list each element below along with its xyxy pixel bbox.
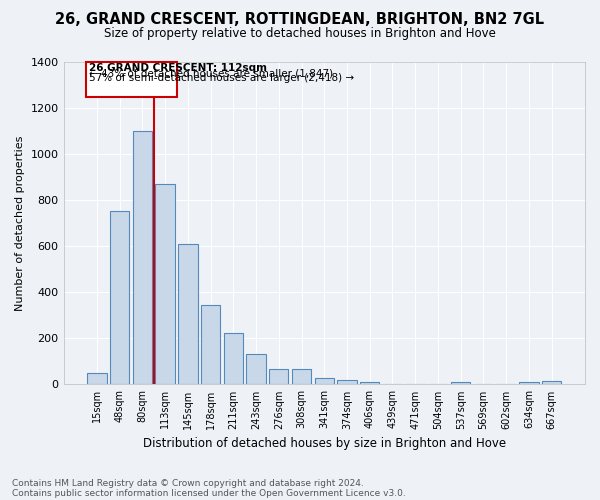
Bar (542, 381, 561, 384)
Bar (224, 332, 243, 384)
Text: 57% of semi-detached houses are larger (2,418) →: 57% of semi-detached houses are larger (… (89, 74, 354, 84)
Text: Contains public sector information licensed under the Open Government Licence v3: Contains public sector information licen… (12, 488, 406, 498)
Bar (247, 354, 266, 384)
Bar (360, 382, 379, 384)
Bar (87, 373, 107, 384)
Text: ← 43% of detached houses are smaller (1,847): ← 43% of detached houses are smaller (1,… (89, 68, 333, 78)
Text: Size of property relative to detached houses in Brighton and Hove: Size of property relative to detached ho… (104, 28, 496, 40)
Y-axis label: Number of detached properties: Number of detached properties (15, 136, 25, 310)
Bar (201, 305, 220, 384)
Text: Contains HM Land Registry data © Crown copyright and database right 2024.: Contains HM Land Registry data © Crown c… (12, 478, 364, 488)
Text: 26, GRAND CRESCENT, ROTTINGDEAN, BRIGHTON, BN2 7GL: 26, GRAND CRESCENT, ROTTINGDEAN, BRIGHTO… (55, 12, 545, 28)
X-axis label: Distribution of detached houses by size in Brighton and Hove: Distribution of detached houses by size … (143, 437, 506, 450)
Bar (155, 184, 175, 384)
Bar (292, 370, 311, 384)
Bar (269, 370, 289, 384)
Bar (110, 212, 130, 384)
FancyBboxPatch shape (86, 62, 177, 98)
Bar (178, 244, 197, 384)
Bar (337, 380, 356, 384)
Text: 26 GRAND CRESCENT: 112sqm: 26 GRAND CRESCENT: 112sqm (89, 64, 267, 74)
Bar (133, 130, 152, 384)
Bar (451, 382, 470, 384)
Bar (314, 378, 334, 384)
Bar (519, 382, 539, 384)
